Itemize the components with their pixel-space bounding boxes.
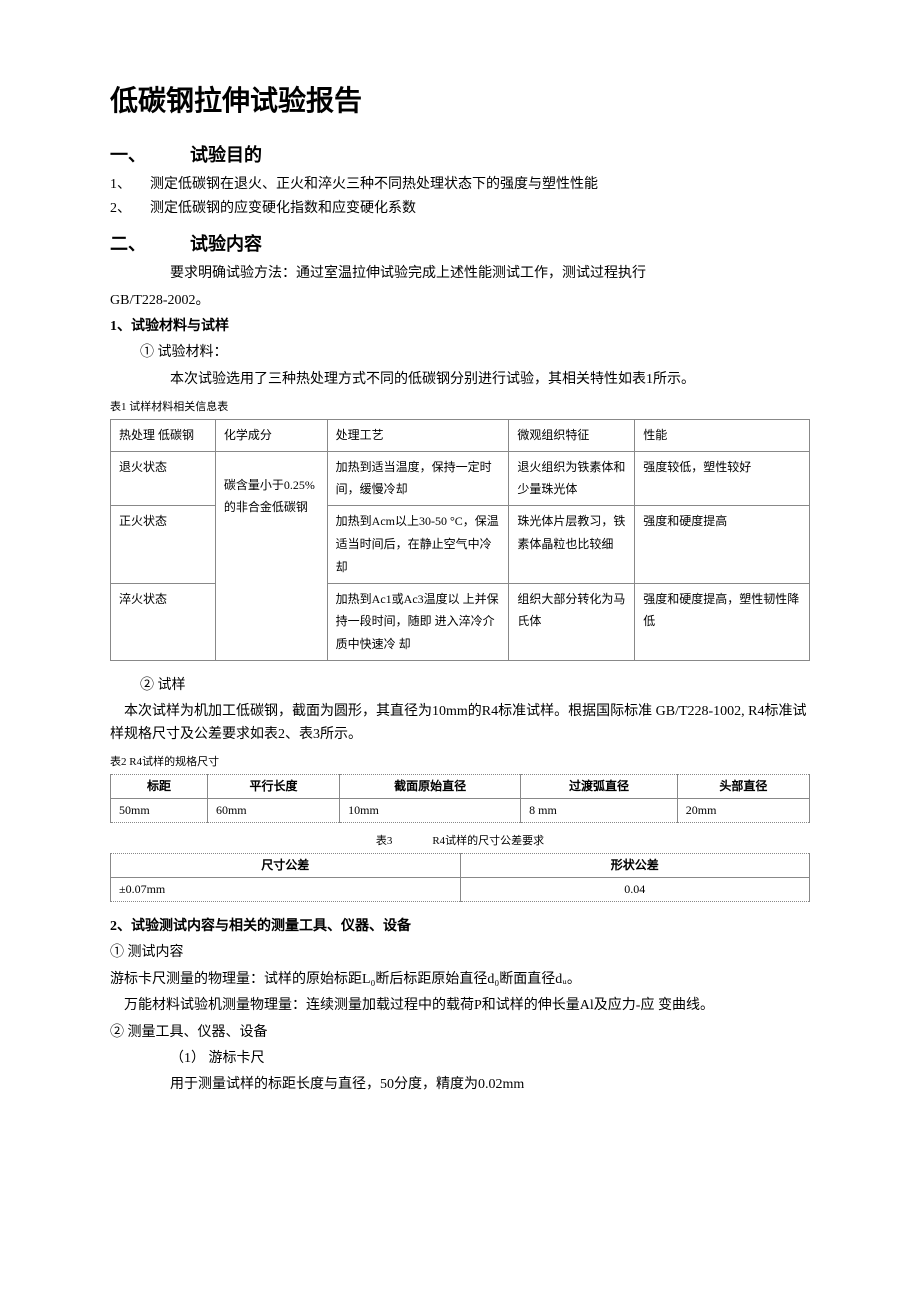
t1-r2-c4: 珠光体片层教习，铁素体晶粒也比较细 bbox=[509, 506, 635, 583]
sec2-sub2-item2-label: 测量工具、仪器、设备 bbox=[128, 1025, 268, 1040]
sec2-sub1-item1-num: ① bbox=[140, 345, 154, 360]
section-1-heading: 一、 试验目的 bbox=[110, 141, 810, 170]
t1-r3-c4: 组织大部分转化为马氏体 bbox=[509, 583, 635, 660]
t2-r1-c2: 60mm bbox=[207, 798, 339, 822]
t2-r1-c4: 8 mm bbox=[521, 798, 678, 822]
page-title: 低碳钢拉伸试验报告 bbox=[110, 80, 810, 125]
sec2-sub2-item1: ① 测试内容 bbox=[110, 942, 810, 964]
sec1-item-2: 2、 测定低碳钢的应变硬化指数和应变硬化系数 bbox=[110, 198, 810, 220]
t3-r1-c1: ±0.07mm bbox=[111, 877, 461, 901]
sec2-sub2-line1: 游标卡尺测量的物理量：试样的原始标距L₀断后标距原始直径d₀断面直径dᵤ。 bbox=[110, 969, 810, 991]
table-2-row-1: 50mm 60mm 10mm 8 mm 20mm bbox=[111, 798, 810, 822]
sec2-sub2-item1-label: 测试内容 bbox=[128, 945, 184, 960]
sec1-item-2-num: 2、 bbox=[110, 198, 150, 220]
t2-r1-c1: 50mm bbox=[111, 798, 208, 822]
t2-h5: 头部直径 bbox=[677, 774, 809, 798]
sec2-sub1-item2: ② 试样 bbox=[110, 675, 810, 697]
tool1-text: 用于测量试样的标距长度与直径，50分度，精度为0.02mm bbox=[170, 1074, 810, 1096]
sec2-sub1-item1-text: 本次试验选用了三种热处理方式不同的低碳钢分别进行试验，其相关特性如表1所示。 bbox=[170, 369, 810, 391]
table-1-corner: 热处理 低碳钢 bbox=[111, 419, 216, 451]
t1-r1-c3: 加热到适当温度，保持一定时间，缓慢冷却 bbox=[327, 451, 509, 506]
section-2-heading: 二、 试验内容 bbox=[110, 230, 810, 259]
section-2-title: 试验内容 bbox=[190, 230, 262, 259]
sec2-sub2-item1-num: ① bbox=[110, 945, 124, 960]
tool1-label: 游标卡尺 bbox=[209, 1051, 265, 1066]
sec1-item-1: 1、 测定低碳钢在退火、正火和淬火三种不同热处理状态下的强度与塑性性能 bbox=[110, 174, 810, 196]
sec2-sub1-item2-text: 本次试样为机加工低碳钢，截面为圆形，其直径为10mm的R4标准试样。根据国际标准… bbox=[110, 701, 810, 746]
t1-r1-c5: 强度较低，塑性较好 bbox=[635, 451, 810, 506]
t1-col2-merged: 碳含量小于0.25%的非合金低碳钢 bbox=[215, 451, 327, 660]
table3-caption: 表3 R4试样的尺寸公差要求 bbox=[110, 833, 810, 851]
t2-h3: 截面原始直径 bbox=[340, 774, 521, 798]
section-2-num: 二、 bbox=[110, 230, 190, 259]
t1-r2-c5: 强度和硬度提高 bbox=[635, 506, 810, 583]
section-1-title: 试验目的 bbox=[190, 141, 262, 170]
sec1-item-1-num: 1、 bbox=[110, 174, 150, 196]
t1-r3-c3: 加热到Ac1或Ac3温度以 上并保持一段时间，随即 进入淬冷介质中快速冷 却 bbox=[327, 583, 509, 660]
t1-r1-c4: 退火组织为铁素体和少量珠光体 bbox=[509, 451, 635, 506]
sec2-sub1-item1-label: 试验材料： bbox=[158, 345, 228, 360]
t3-r1-c2: 0.04 bbox=[460, 877, 810, 901]
table-1-h2: 化学成分 bbox=[215, 419, 327, 451]
sec2-sub1-heading: 1、试验材料与试样 bbox=[110, 316, 810, 338]
table2-caption: 表2 R4试样的规格尺寸 bbox=[110, 754, 810, 772]
table-3: 尺寸公差 形状公差 ±0.07mm 0.04 bbox=[110, 853, 810, 902]
table-1: 热处理 低碳钢 化学成分 处理工艺 微观组织特征 性能 退火状态 碳含量小于0.… bbox=[110, 419, 810, 661]
t1-r3-c5: 强度和硬度提高，塑性韧性降低 bbox=[635, 583, 810, 660]
table-3-row-1: ±0.07mm 0.04 bbox=[111, 877, 810, 901]
section-1-num: 一、 bbox=[110, 141, 190, 170]
table-1-h3: 处理工艺 bbox=[327, 419, 509, 451]
t1-r2-c3: 加热到Acm以上30-50 °C，保温适当时间后，在静止空气中冷却 bbox=[327, 506, 509, 583]
t1-r2-c1: 正火状态 bbox=[111, 506, 216, 583]
sec2-sub1-item2-num: ② bbox=[140, 678, 154, 693]
table1-caption: 表1 试样材料相关信息表 bbox=[110, 399, 810, 417]
table-2-header-row: 标距 平行长度 截面原始直径 过渡弧直径 头部直径 bbox=[111, 774, 810, 798]
table-1-header-row: 热处理 低碳钢 化学成分 处理工艺 微观组织特征 性能 bbox=[111, 419, 810, 451]
sec2-sub2-heading: 2、试验测试内容与相关的测量工具、仪器、设备 bbox=[110, 916, 810, 938]
t2-h1: 标距 bbox=[111, 774, 208, 798]
t2-r1-c5: 20mm bbox=[677, 798, 809, 822]
t3-h2: 形状公差 bbox=[460, 853, 810, 877]
sec2-sub2-line2: 万能材料试验机测量物理量：连续测量加载过程中的载荷P和试样的伸长量Al及应力-应… bbox=[110, 995, 810, 1017]
table-1-h4: 微观组织特征 bbox=[509, 419, 635, 451]
t1-r3-c1: 淬火状态 bbox=[111, 583, 216, 660]
t3-h1: 尺寸公差 bbox=[111, 853, 461, 877]
table-1-row-1: 退火状态 碳含量小于0.25%的非合金低碳钢 加热到适当温度，保持一定时间，缓慢… bbox=[111, 451, 810, 506]
sec2-sub2-item2-num: ② bbox=[110, 1025, 124, 1040]
sec1-item-2-text: 测定低碳钢的应变硬化指数和应变硬化系数 bbox=[150, 198, 416, 220]
table-1-h5: 性能 bbox=[635, 419, 810, 451]
sec2-intro-2: GB/T228-2002。 bbox=[110, 290, 810, 312]
sec1-item-1-text: 测定低碳钢在退火、正火和淬火三种不同热处理状态下的强度与塑性性能 bbox=[150, 174, 598, 196]
sec2-sub2-item2: ② 测量工具、仪器、设备 bbox=[110, 1022, 810, 1044]
table-3-header-row: 尺寸公差 形状公差 bbox=[111, 853, 810, 877]
sec2-sub1-item2-label: 试样 bbox=[158, 678, 186, 693]
table3-caption-right: R4试样的尺寸公差要求 bbox=[432, 833, 544, 851]
tool1: （1） 游标卡尺 bbox=[170, 1048, 810, 1070]
sec2-sub1-item1: ① 试验材料： bbox=[110, 342, 810, 364]
tool1-num: （1） bbox=[170, 1051, 205, 1066]
t2-h2: 平行长度 bbox=[207, 774, 339, 798]
table-2: 标距 平行长度 截面原始直径 过渡弧直径 头部直径 50mm 60mm 10mm… bbox=[110, 774, 810, 823]
table3-caption-left: 表3 bbox=[376, 833, 393, 851]
t2-r1-c3: 10mm bbox=[340, 798, 521, 822]
sec2-intro-1: 要求明确试验方法：通过室温拉伸试验完成上述性能测试工作，测试过程执行 bbox=[170, 263, 810, 285]
t1-r1-c1: 退火状态 bbox=[111, 451, 216, 506]
t2-h4: 过渡弧直径 bbox=[521, 774, 678, 798]
